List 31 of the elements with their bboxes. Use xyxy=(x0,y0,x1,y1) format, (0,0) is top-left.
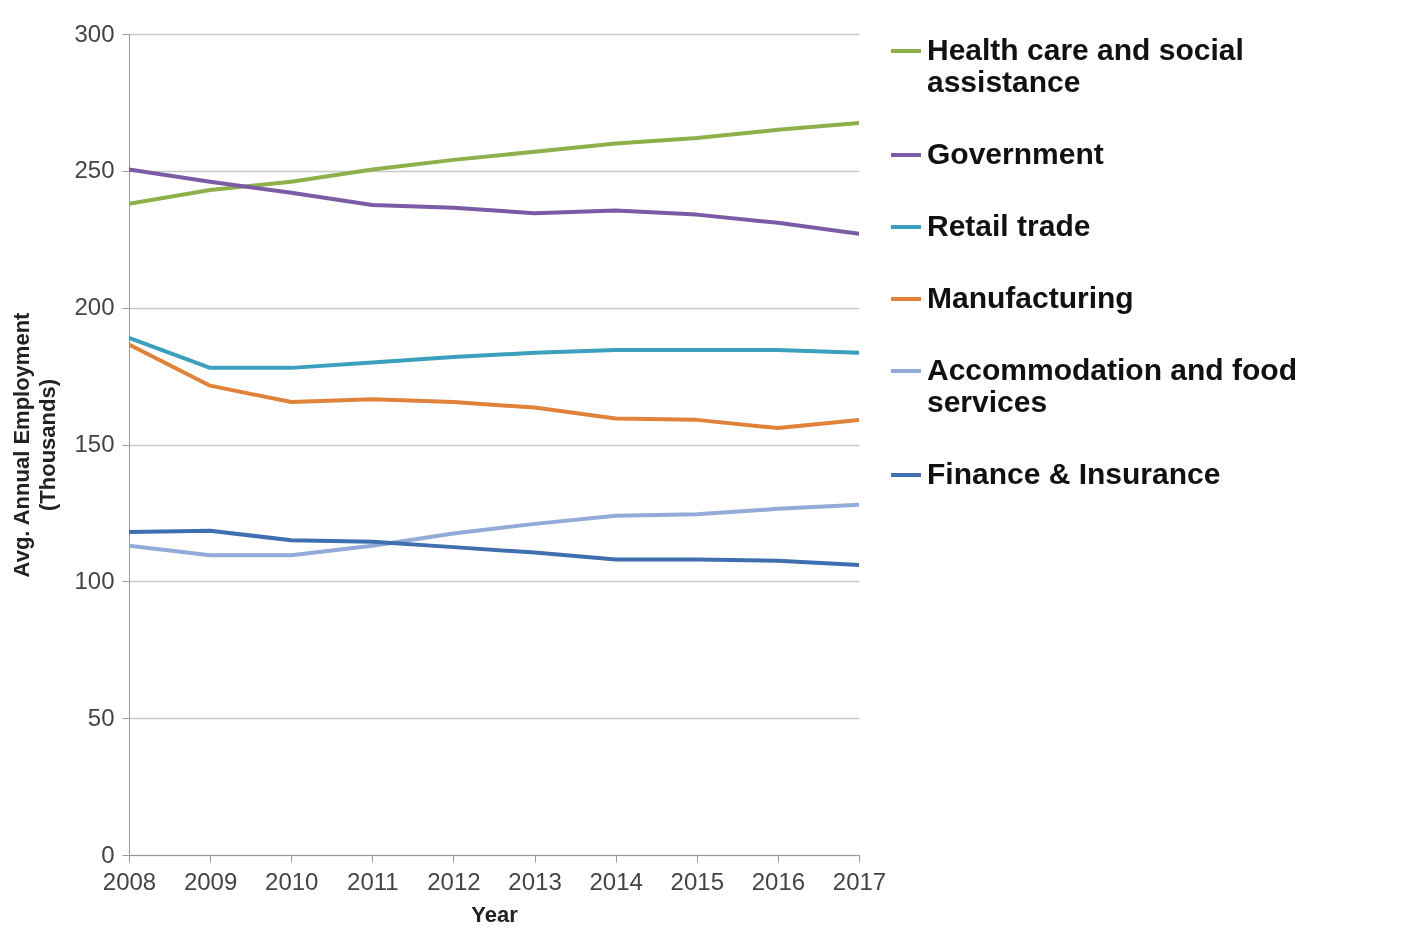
y-tick-label: 50 xyxy=(87,703,115,731)
x-tick-label: 2012 xyxy=(427,867,481,895)
x-tick-label: 2011 xyxy=(347,867,399,895)
y-tick-label: 200 xyxy=(74,293,115,321)
line-series xyxy=(129,167,859,236)
legend-label: Accommodation and food services xyxy=(927,353,1297,418)
y-tick-label: 0 xyxy=(101,840,115,868)
x-tick-label: 2016 xyxy=(751,867,806,895)
y-tick-label: 150 xyxy=(74,430,115,457)
line-series xyxy=(129,502,859,558)
x-tick-label: 2015 xyxy=(670,867,724,895)
legend-label: Finance & Insurance xyxy=(927,457,1221,490)
line-series xyxy=(129,335,859,370)
legend-label: Government xyxy=(927,137,1104,170)
legend-label: Manufacturing xyxy=(927,281,1134,314)
y-axis-title: Avg. Annual Employment (Thousands) xyxy=(9,311,61,578)
y-tick-label: 300 xyxy=(74,19,115,47)
line-series xyxy=(129,342,859,431)
legend-label: Health care and social assistance xyxy=(927,33,1244,98)
y-tick-label: 100 xyxy=(74,566,115,594)
line-series xyxy=(129,528,859,567)
x-tick-label: 2010 xyxy=(265,867,319,895)
legend-label: Retail trade xyxy=(927,209,1091,242)
x-tick-label: 2009 xyxy=(183,867,238,895)
x-axis-title: Year xyxy=(471,901,519,927)
x-tick-label: 2017 xyxy=(832,867,887,895)
y-tick-label: 250 xyxy=(74,156,115,184)
x-tick-label: 2008 xyxy=(102,867,157,895)
line-series xyxy=(129,120,859,206)
x-tick-label: 2014 xyxy=(589,867,643,895)
x-tick-label: 2013 xyxy=(508,867,562,895)
